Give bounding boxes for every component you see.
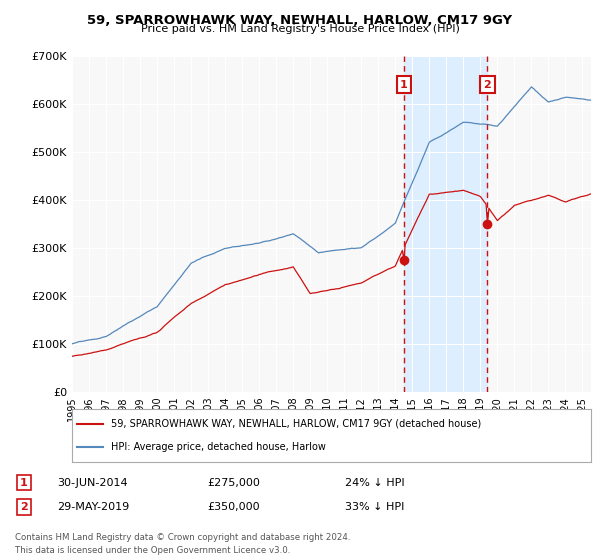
Text: 33% ↓ HPI: 33% ↓ HPI	[345, 502, 404, 512]
Text: 59, SPARROWHAWK WAY, NEWHALL, HARLOW, CM17 9GY: 59, SPARROWHAWK WAY, NEWHALL, HARLOW, CM…	[88, 14, 512, 27]
Text: 2: 2	[484, 80, 491, 90]
Bar	[404, 56, 487, 392]
Text: Price paid vs. HM Land Registry's House Price Index (HPI): Price paid vs. HM Land Registry's House …	[140, 24, 460, 34]
Text: 1: 1	[20, 478, 28, 488]
Text: 2: 2	[20, 502, 28, 512]
Text: £275,000: £275,000	[207, 478, 260, 488]
Text: 30-JUN-2014: 30-JUN-2014	[57, 478, 128, 488]
Text: 29-MAY-2019: 29-MAY-2019	[57, 502, 129, 512]
Text: HPI: Average price, detached house, Harlow: HPI: Average price, detached house, Harl…	[111, 442, 326, 452]
Text: Contains HM Land Registry data © Crown copyright and database right 2024.: Contains HM Land Registry data © Crown c…	[15, 533, 350, 542]
Text: 24% ↓ HPI: 24% ↓ HPI	[345, 478, 404, 488]
Text: 59, SPARROWHAWK WAY, NEWHALL, HARLOW, CM17 9GY (detached house): 59, SPARROWHAWK WAY, NEWHALL, HARLOW, CM…	[111, 419, 481, 429]
Text: This data is licensed under the Open Government Licence v3.0.: This data is licensed under the Open Gov…	[15, 546, 290, 555]
Text: 1: 1	[400, 80, 407, 90]
Text: £350,000: £350,000	[207, 502, 260, 512]
